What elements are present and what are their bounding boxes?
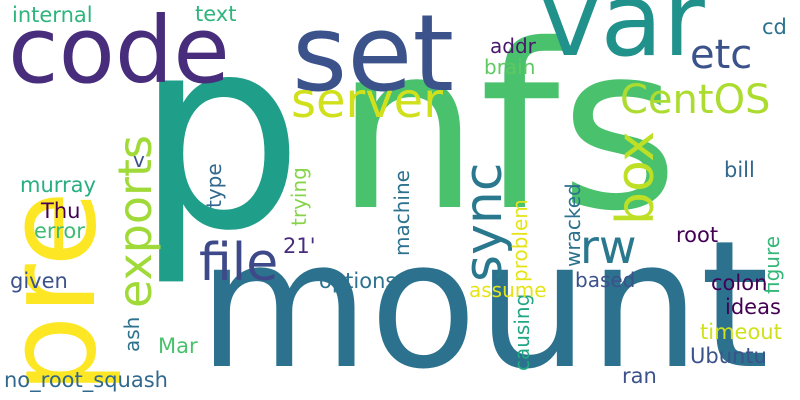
word-given: given — [10, 269, 68, 293]
word-internal: internal — [12, 3, 93, 27]
word-error: error — [34, 219, 85, 243]
word-ash: ash — [120, 316, 144, 352]
word-v: v — [133, 148, 145, 172]
word-file: file — [199, 233, 279, 293]
word-addr: addr — [490, 34, 536, 58]
word-ran: ran — [622, 364, 657, 388]
word-cd: cd — [762, 15, 787, 39]
word-box: box — [606, 131, 666, 225]
word-ideas: ideas — [725, 295, 781, 319]
word-wracked: wracked — [561, 183, 585, 267]
word-type: type — [202, 163, 226, 208]
word-code: code — [8, 0, 230, 104]
word-machine: machine — [390, 170, 414, 256]
word-causing: causing — [510, 293, 534, 371]
word-server: server — [291, 73, 443, 129]
word-CentOS: CentOS — [620, 77, 771, 123]
word-colon: colon — [711, 271, 768, 295]
word-brain: brain — [484, 55, 536, 79]
word-Ubuntu: Ubuntu — [690, 344, 767, 368]
word-21: 21' — [283, 234, 316, 258]
word-timeout: timeout — [700, 320, 782, 344]
word-murray: murray — [20, 173, 96, 197]
word-bill: bill — [724, 158, 755, 182]
word-text: text — [195, 2, 237, 26]
word-set: set — [292, 0, 455, 115]
word-p: p — [135, 0, 304, 289]
word-based: based — [575, 268, 636, 292]
word-sync: sync — [454, 162, 514, 282]
word-etc: etc — [690, 32, 753, 78]
word-var: var — [540, 0, 705, 80]
word-Mar: Mar — [158, 334, 198, 358]
word-root: root — [676, 223, 719, 247]
word-rw: rw — [580, 220, 637, 274]
word-mount: mount — [198, 203, 770, 400]
word-problem: problem — [508, 199, 532, 282]
word-no-root-squash: no_root_squash — [4, 368, 168, 392]
word-nfs: nfs — [335, 0, 679, 261]
word-Thu: Thu — [41, 199, 81, 223]
word-assume: assume — [469, 278, 547, 302]
word-trying: trying — [287, 167, 311, 226]
word-options: options — [319, 269, 397, 293]
